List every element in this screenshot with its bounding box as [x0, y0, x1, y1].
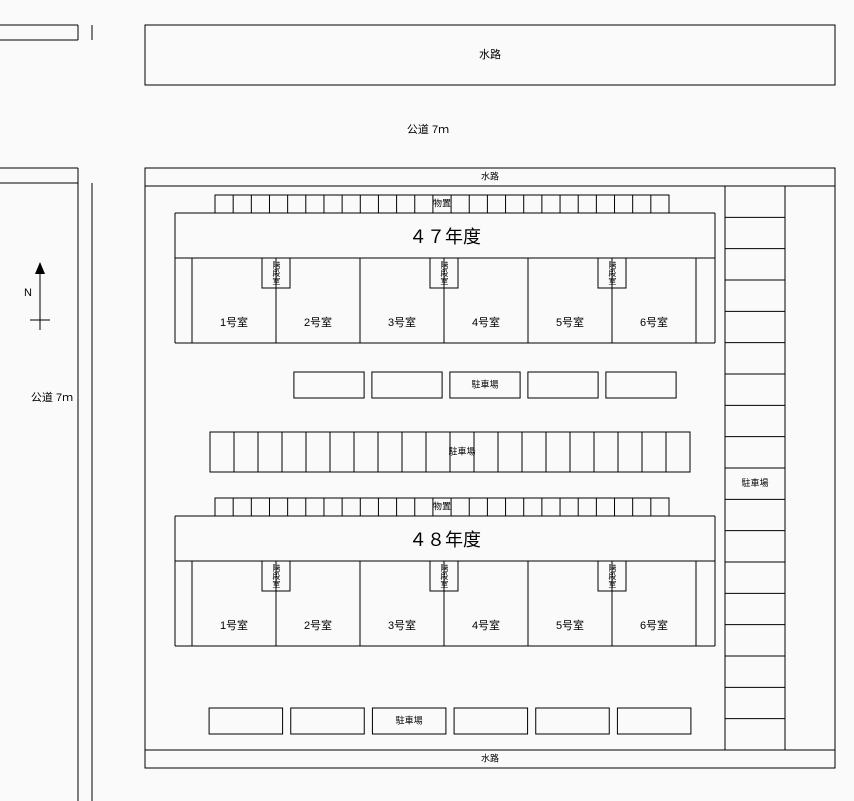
svg-text:N: N — [24, 287, 32, 299]
building-48-room-5-label: 5号室 — [556, 618, 584, 632]
building-47-room-4-label: 4号室 — [472, 315, 500, 329]
building-48-room-3-label: 3号室 — [388, 618, 416, 632]
building-47-stairwell-2-label: 階段室 — [440, 260, 449, 285]
building-47-room-6-label: 6号室 — [640, 315, 668, 329]
building-47-room-3-label: 3号室 — [388, 315, 416, 329]
building-48-stairwell-2-label: 階段室 — [440, 563, 449, 588]
building-48-title: ４８年度 — [409, 530, 481, 550]
parking-row-1-label: 駐車場 — [471, 378, 498, 389]
waterway-label-innertop: 水路 — [481, 170, 499, 181]
building-48-room-6-label: 6号室 — [640, 618, 668, 632]
building-48-room-4-label: 4号室 — [472, 618, 500, 632]
storage-row-2-label: 物置 — [433, 500, 451, 511]
waterway-label-top: 水路 — [479, 48, 501, 61]
building-48-room-2-label: 2号室 — [304, 618, 332, 632]
road-label-left: 公道 7ｍ — [31, 390, 73, 404]
parking-row-2-label: 駐車場 — [448, 445, 475, 456]
building-47-stairwell-3-label: 階段室 — [608, 260, 617, 285]
building-47-room-1-label: 1号室 — [220, 315, 248, 329]
building-47-title: ４７年度 — [409, 227, 481, 247]
building-48-stairwell-1-label: 階段室 — [272, 563, 281, 588]
waterway-label-bottom: 水路 — [481, 752, 499, 763]
building-47-room-5-label: 5号室 — [556, 315, 584, 329]
right-parking-label: 駐車場 — [741, 477, 768, 488]
building-48-stairwell-3-label: 階段室 — [608, 563, 617, 588]
parking-row-3-label: 駐車場 — [396, 714, 423, 725]
building-47-room-2-label: 2号室 — [304, 315, 332, 329]
building-48-room-1-label: 1号室 — [220, 618, 248, 632]
storage-row-1-label: 物置 — [433, 197, 451, 208]
road-label-top: 公道 7ｍ — [407, 122, 449, 136]
building-47-stairwell-1-label: 階段室 — [272, 260, 281, 285]
